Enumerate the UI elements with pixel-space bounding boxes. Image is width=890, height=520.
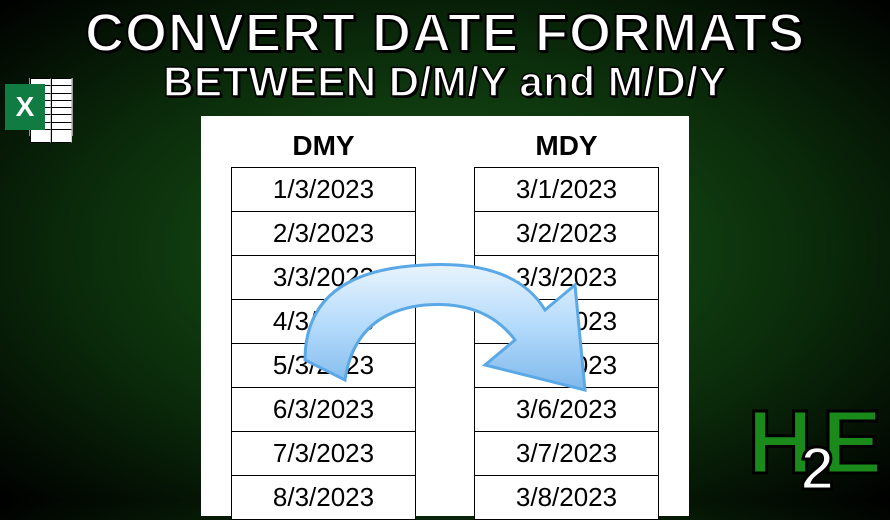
dmy-header: DMY — [231, 126, 416, 168]
table-cell: 3/5/2023 — [474, 343, 659, 388]
mdy-column: MDY 3/1/2023 3/2/2023 3/3/2023 3/4/2023 … — [474, 126, 659, 506]
table-cell: 4/3/2023 — [231, 299, 416, 344]
date-table: DMY 1/3/2023 2/3/2023 3/3/2023 4/3/2023 … — [201, 116, 689, 516]
table-cell: 1/3/2023 — [231, 167, 416, 212]
mdy-header: MDY — [474, 126, 659, 168]
table-cell: 2/3/2023 — [231, 211, 416, 256]
h2e-logo: H2E — [748, 392, 882, 495]
title-line2: BETWEEN D/M/Y and M/D/Y — [0, 58, 890, 106]
title-line1: CONVERT DATE FORMATS — [0, 2, 890, 64]
table-cell: 3/4/2023 — [474, 299, 659, 344]
table-cell: 3/1/2023 — [474, 167, 659, 212]
table-cell: 5/3/2023 — [231, 343, 416, 388]
dmy-column: DMY 1/3/2023 2/3/2023 3/3/2023 4/3/2023 … — [231, 126, 416, 506]
table-cell: 3/6/2023 — [474, 387, 659, 432]
table-cell: 3/7/2023 — [474, 431, 659, 476]
table-cell: 3/8/2023 — [474, 475, 659, 520]
table-cell: 3/3/2023 — [231, 255, 416, 300]
title-block: CONVERT DATE FORMATS BETWEEN D/M/Y and M… — [0, 0, 890, 106]
table-cell: 3/3/2023 — [474, 255, 659, 300]
table-cell: 3/2/2023 — [474, 211, 659, 256]
table-cell: 7/3/2023 — [231, 431, 416, 476]
table-cell: 8/3/2023 — [231, 475, 416, 520]
excel-icon: X — [5, 78, 73, 136]
logo-2: 2 — [801, 434, 834, 503]
excel-icon-badge: X — [5, 84, 45, 130]
table-cell: 6/3/2023 — [231, 387, 416, 432]
